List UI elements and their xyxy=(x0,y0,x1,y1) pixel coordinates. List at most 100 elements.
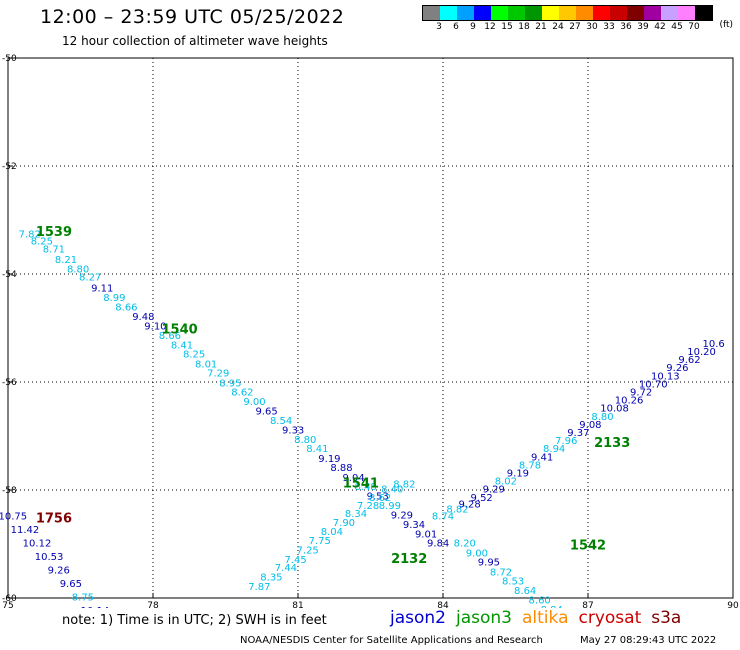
wave-height-label: 8.41 xyxy=(171,341,193,352)
wave-height-label: 8.53 xyxy=(502,577,524,588)
wave-height-label: 7.90 xyxy=(333,518,355,529)
pass-time-label: 2132 xyxy=(391,552,427,567)
color-scale-label: 42 xyxy=(654,22,666,32)
wave-height-label: 9.08 xyxy=(579,420,601,431)
satellite-legend-entry: altika xyxy=(522,608,569,628)
wave-height-label: 8.94 xyxy=(543,444,565,455)
wave-height-label: 10.14 xyxy=(81,606,110,608)
wave-height-label: 8.27 xyxy=(79,272,101,283)
plot-frame xyxy=(7,57,734,599)
wave-height-label: 8.64 xyxy=(514,586,536,597)
wave-height-label: 7.45 xyxy=(284,555,306,566)
wave-height-label: 11.42 xyxy=(11,525,40,536)
color-scale-label: 45 xyxy=(671,22,683,32)
wave-height-label: 9.00 xyxy=(243,397,265,408)
wave-height-label: 8.99 xyxy=(103,293,125,304)
wave-height-label: 10.08 xyxy=(600,404,629,415)
color-scale-label: 3 xyxy=(436,22,442,32)
satellite-legend-entry: jason2 xyxy=(390,608,446,628)
wave-height-chart: 75 78 81 84 87 90-50-52-54-56-58-60 7.828.258… xyxy=(0,54,739,608)
x-tick-label: 75 xyxy=(2,601,13,608)
color-scale-label: 15 xyxy=(501,22,513,32)
y-tick-label: -60 xyxy=(2,594,17,604)
wave-height-label: 9.10 xyxy=(144,322,166,333)
wave-height-label: 9.19 xyxy=(318,454,340,465)
wave-height-label: 8.41 xyxy=(306,444,328,455)
wave-height-label: 8.66 xyxy=(159,331,181,342)
x-tick-label: 78 xyxy=(147,601,159,608)
wave-height-label: 10.70 xyxy=(639,379,668,390)
wave-height-label: 8.62 xyxy=(369,493,391,504)
wave-height-label: 8.60 xyxy=(529,595,551,606)
wave-height-label: 8.80 xyxy=(591,412,613,423)
wave-height-label: 8.01 xyxy=(195,359,217,370)
wave-height-label: 8.21 xyxy=(55,255,77,266)
wave-height-label: 9.28 xyxy=(458,499,480,510)
wave-height-label: 7.29 xyxy=(207,369,229,380)
color-scale-label: 33 xyxy=(603,22,615,32)
color-scale-label: 70 xyxy=(688,22,700,32)
wave-height-label: 10.20 xyxy=(687,347,716,358)
wave-height-label: 9.62 xyxy=(678,355,700,366)
color-swatch xyxy=(440,6,457,20)
color-scale-label: 21 xyxy=(535,22,547,32)
wave-height-label: 8.82 xyxy=(393,479,415,490)
y-tick-label: -54 xyxy=(2,270,17,280)
pass-time-label: 1539 xyxy=(36,225,72,240)
pass-time-label: 1540 xyxy=(161,322,197,337)
wave-height-label: 7.25 xyxy=(297,546,319,557)
pass-time-label: 1541 xyxy=(343,476,379,491)
wave-height-label: 7.28 xyxy=(357,501,379,512)
y-tick-label: -50 xyxy=(2,54,17,64)
x-tick-label: 90 xyxy=(727,601,739,608)
wave-height-label: 7.75 xyxy=(309,536,331,547)
color-swatch xyxy=(423,6,440,20)
wave-height-label: 8.71 xyxy=(43,244,65,255)
wave-height-label: 9.65 xyxy=(255,406,277,417)
pass-annotations: 15391540154115422131213221331756 xyxy=(36,225,630,567)
wave-height-label: 9.34 xyxy=(403,520,425,531)
wave-height-label: 8.84 xyxy=(541,605,563,608)
wave-height-label: 9.53 xyxy=(367,492,389,503)
color-swatch xyxy=(644,6,661,20)
wave-height-label: 10.12 xyxy=(23,539,52,550)
wave-height-label: 9.33 xyxy=(282,425,304,436)
wave-height-label: 9.52 xyxy=(471,493,493,504)
wave-height-label: 9.84 xyxy=(427,539,449,550)
wave-height-label: 9.29 xyxy=(391,511,413,522)
wave-height-label: 9.01 xyxy=(415,530,437,541)
wave-height-label: 9.26 xyxy=(48,566,70,577)
color-scale-label: 36 xyxy=(620,22,632,32)
wave-height-label: 9.00 xyxy=(466,548,488,559)
wave-height-label: 8.04 xyxy=(321,527,343,538)
satellite-legend-entry: s3a xyxy=(651,608,682,628)
wave-height-label: 8.25 xyxy=(183,350,205,361)
color-scale-swatches xyxy=(422,5,713,21)
wave-height-label: 10.75 xyxy=(0,512,27,523)
note-text: note: 1) Time is in UTC; 2) SWH is in fe… xyxy=(62,613,327,628)
wave-height-label: 8.75 xyxy=(72,593,94,604)
color-swatch xyxy=(678,6,695,20)
wave-height-label: 9.37 xyxy=(567,428,589,439)
axis-ticks: 75 78 81 84 87 90 -50 -52 -54 -56 -58 -60 xyxy=(2,54,739,608)
wave-height-label: 8.40 xyxy=(381,485,403,496)
color-scale-label: 24 xyxy=(552,22,564,32)
wave-height-label: 8.74 xyxy=(432,512,454,523)
wave-height-label: 8.82 xyxy=(446,505,468,516)
satellite-legend-entry: cryosat xyxy=(578,608,642,628)
wave-height-label: 8.88 xyxy=(330,463,352,474)
satellite-legend: jason2 jason3 altika cryosat s3a xyxy=(390,608,691,628)
wave-height-label: 7.44 xyxy=(275,563,297,574)
wave-height-label: 9.95 xyxy=(478,558,500,569)
wave-height-label: 10.13 xyxy=(651,371,680,382)
color-scale-unit: (ft) xyxy=(719,20,733,30)
color-swatch xyxy=(576,6,593,20)
wave-height-label: 7.82 xyxy=(19,229,41,240)
wave-height-label: 8.25 xyxy=(31,236,53,247)
color-swatch xyxy=(593,6,610,20)
footer-timestamp: May 27 08:29:43 UTC 2022 xyxy=(580,635,717,646)
y-tick-label: -52 xyxy=(2,162,17,172)
color-swatch xyxy=(542,6,559,20)
wave-height-label: 9.72 xyxy=(630,388,652,399)
color-scale-label: 39 xyxy=(637,22,649,32)
